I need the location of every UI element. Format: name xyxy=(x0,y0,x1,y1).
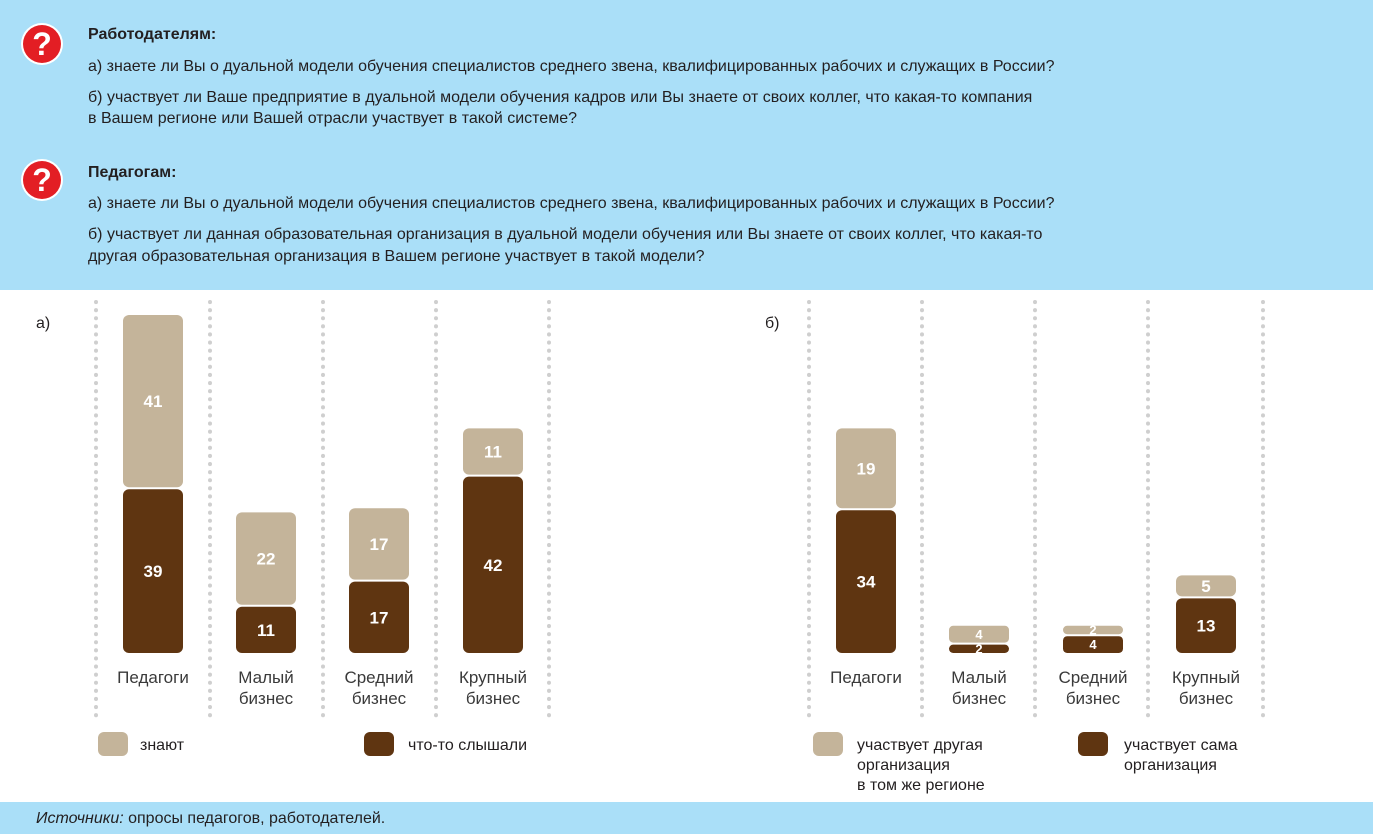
panel-b-value-light-1: 4 xyxy=(975,627,983,642)
sources-footer: Источники: опросы педагогов, работодател… xyxy=(0,802,1373,834)
panel-a-category-label-0-0: Педагоги xyxy=(117,668,189,687)
panel-a-category-label-3-0: Крупный xyxy=(459,668,527,687)
panel-b-category-label-1-0: Малый xyxy=(951,668,1006,687)
panel-a-bar-light-0 xyxy=(123,315,183,488)
panel-b-value-light-3: 5 xyxy=(1201,577,1210,596)
panel-a-legend-swatch-0 xyxy=(98,732,128,756)
panel-b-value-dark-2: 4 xyxy=(1089,637,1097,652)
panel-a-category-label-1-1: бизнес xyxy=(239,689,294,708)
panel-b-value-light-2: 2 xyxy=(1089,623,1096,638)
panel-b-legend-label-0-0: участвует другая xyxy=(857,737,983,754)
panel-a-value-dark-2: 17 xyxy=(370,608,389,627)
panel-a-value-dark-0: 39 xyxy=(144,562,163,581)
question-mark-icon: ? xyxy=(21,23,63,65)
panel-a-value-light-3: 11 xyxy=(484,442,502,461)
panel-b-category-label-0-0: Педагоги xyxy=(830,668,902,687)
panel-a-bar-dark-1 xyxy=(236,606,296,653)
sources-body: опросы педагогов, работодателей. xyxy=(123,810,386,827)
panel-b-category-label-2-1: бизнес xyxy=(1066,689,1121,708)
teachers-question-a: а) знаете ли Вы о дуальной модели обучен… xyxy=(88,195,1055,212)
svg-text:?: ? xyxy=(32,162,52,198)
panel-b-value-dark-3: 13 xyxy=(1197,617,1216,636)
panel-a-legend-label-0-0: знают xyxy=(140,737,185,754)
panel-b-bar-dark-1 xyxy=(949,644,1009,653)
sources-text: Источники: опросы педагогов, работодател… xyxy=(36,810,385,828)
panel-a-bar-dark-2 xyxy=(349,581,409,653)
panel-b-category-label-2-0: Средний xyxy=(1058,668,1127,687)
panel-b-bar-light-1 xyxy=(949,625,1009,643)
panel-b-bar-light-3 xyxy=(1176,575,1236,597)
teachers-title: Педагогам: xyxy=(88,164,177,181)
panel-b-value-dark-1: 2 xyxy=(975,641,982,656)
panel-b-legend-swatch-0 xyxy=(813,732,843,756)
question-mark-icon: ? xyxy=(21,159,63,201)
panel-a-bar-light-3 xyxy=(463,428,523,475)
employers-question-a: а) знаете ли Вы о дуальной модели обучен… xyxy=(88,58,1055,75)
panel-b-bar-dark-2 xyxy=(1063,636,1123,653)
panel-b-legend-label-0-2: в том же регионе xyxy=(857,777,985,794)
sources-prefix: Источники: xyxy=(36,810,124,827)
panel-b-bar-light-0 xyxy=(836,428,896,509)
panel-a-category-label-2-0: Средний xyxy=(344,668,413,687)
panel-a-value-light-0: 41 xyxy=(144,392,163,411)
panel-a-value-light-1: 22 xyxy=(257,550,276,569)
panel-a-legend-label-1-0: что-то слышали xyxy=(408,737,527,754)
charts-area: а)3941Педагоги1122Малыйбизнес1717Средний… xyxy=(36,300,1265,794)
panel-b-legend-label-1-0: участвует сама xyxy=(1124,737,1238,754)
panel-a-bar-dark-0 xyxy=(123,489,183,653)
svg-text:?: ? xyxy=(32,26,52,62)
employers-question-b-line1: б) участвует ли Ваше предприятие в дуаль… xyxy=(88,89,1033,106)
panel-b-category-label-3-0: Крупный xyxy=(1172,668,1240,687)
teachers-question-b-line1: б) участвует ли данная образовательная о… xyxy=(88,226,1043,243)
panel-b-bar-dark-3 xyxy=(1176,598,1236,653)
panel-a-bar-light-2 xyxy=(349,508,409,580)
panel-a-value-light-2: 17 xyxy=(370,535,389,554)
panel-a-legend-swatch-1 xyxy=(364,732,394,756)
panel-a-bar-light-1 xyxy=(236,512,296,605)
panel-b-legend-label-0-1: организация xyxy=(857,757,950,774)
panel-b-legend-label-1-1: организация xyxy=(1124,757,1217,774)
panel-b-value-dark-0: 34 xyxy=(857,573,876,592)
employers-title: Работодателям: xyxy=(88,26,217,43)
panel-b-category-label-3-1: бизнес xyxy=(1179,689,1234,708)
employers-question-b-line2: в Вашем регионе или Вашей отрасли участв… xyxy=(88,110,577,127)
questions-panel: ? Работодателям: а) знаете ли Вы о дуаль… xyxy=(0,0,1373,290)
panel-a-category-label-2-1: бизнес xyxy=(352,689,407,708)
panel-a-category-label-3-1: бизнес xyxy=(466,689,521,708)
panel-a-bar-dark-3 xyxy=(463,476,523,653)
panel-b-label: б) xyxy=(765,315,780,332)
panel-a-category-label-1-0: Малый xyxy=(238,668,293,687)
panel-a-value-dark-3: 42 xyxy=(484,556,503,575)
panel-b-category-label-1-1: бизнес xyxy=(952,689,1007,708)
panel-a-value-dark-1: 11 xyxy=(257,621,275,640)
panel-b-bar-dark-0 xyxy=(836,510,896,653)
panel-b-bar-light-2 xyxy=(1063,625,1123,635)
panel-b-legend-swatch-1 xyxy=(1078,732,1108,756)
teachers-question-b-line2: другая образовательная организация в Ваш… xyxy=(88,248,705,265)
panel-a-label: а) xyxy=(36,315,50,332)
panel-b-value-light-0: 19 xyxy=(857,459,876,478)
